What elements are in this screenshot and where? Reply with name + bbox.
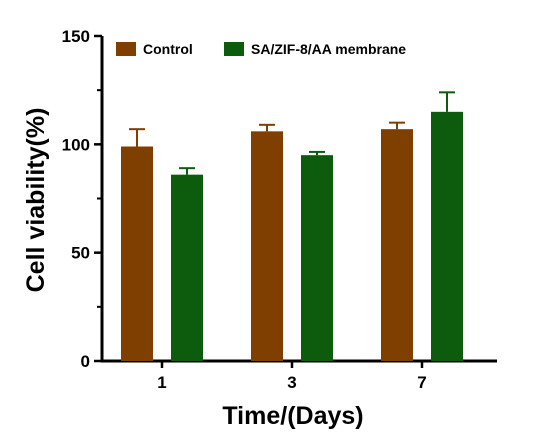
legend-label-control: Control [143, 41, 193, 57]
chart-axes: 0 50 100 150 1 3 7 [62, 27, 497, 392]
y-tick-label: 0 [81, 352, 90, 371]
x-tick-label: 1 [157, 373, 166, 392]
chart-bars [121, 111, 463, 361]
bar-control [251, 131, 283, 361]
bar-membrane [431, 111, 463, 361]
y-axis-title: Cell viability(%) [22, 108, 50, 293]
x-tick-label: 7 [417, 373, 426, 392]
chart-legend: Control SA/ZIF-8/AA membrane [116, 41, 406, 57]
bar-membrane [171, 174, 203, 361]
x-axis-title: Time/(Days) [222, 402, 363, 430]
y-tick-label: 150 [62, 27, 90, 46]
bar-control [381, 129, 413, 361]
x-tick-label: 3 [287, 373, 296, 392]
y-tick-label: 100 [62, 135, 90, 154]
bar-control [121, 146, 153, 361]
legend-label-membrane: SA/ZIF-8/AA membrane [251, 41, 406, 57]
legend-swatch-membrane [224, 42, 244, 56]
legend-swatch-control [116, 42, 136, 56]
y-tick-label: 50 [71, 244, 90, 263]
bar-membrane [301, 155, 333, 361]
chart-error-bars [129, 91, 455, 175]
